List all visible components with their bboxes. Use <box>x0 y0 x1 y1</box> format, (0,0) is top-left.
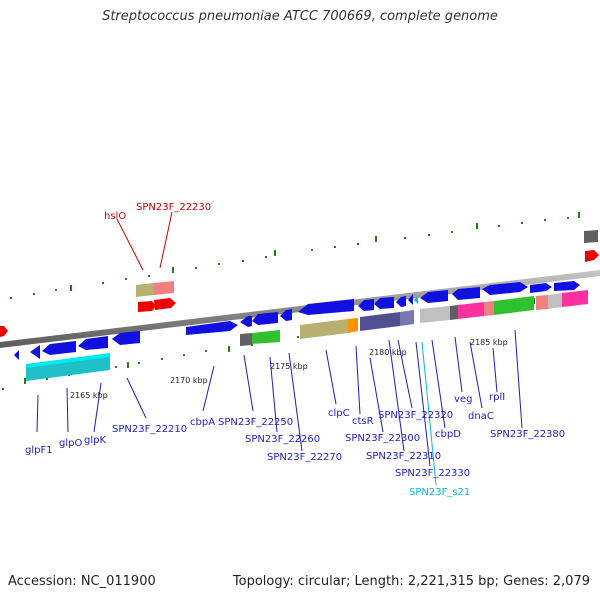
gene-label-glpF1[interactable]: glpF1 <box>25 445 53 456</box>
glpF1-arrow[interactable] <box>30 345 40 359</box>
red-gene-arrows <box>0 250 599 337</box>
gene-label-cbpD[interactable]: cbpD <box>435 429 461 440</box>
gene-label-spn23f-22380[interactable]: SPN23F_22380 <box>490 429 565 440</box>
spn23f-22300-arrow[interactable] <box>374 297 394 309</box>
cog-boxes-lower <box>26 290 588 381</box>
ctsR-arrow[interactable] <box>358 299 374 311</box>
gene-label-hslO[interactable]: hslO <box>104 211 126 222</box>
scale-label: 2165 kbp <box>70 391 108 400</box>
scale-label: 2175 kbp <box>270 362 308 371</box>
blue-gene-arrows-lower <box>14 281 580 360</box>
spn23f-22260-arrow[interactable] <box>252 312 278 325</box>
red-arrow-right-edge[interactable] <box>585 250 599 262</box>
scale-label: 2170 kbp <box>170 376 208 385</box>
gene-label-spn23f-22310[interactable]: SPN23F_22310 <box>366 451 441 462</box>
spn23f-22230-arrow[interactable] <box>154 298 176 310</box>
gene-label-spn23f-22210[interactable]: SPN23F_22210 <box>112 424 187 435</box>
map-title: Streptococcus pneumoniae ATCC 700669, co… <box>102 9 498 24</box>
gene-label-glpK[interactable]: glpK <box>84 435 106 446</box>
gene-label-spn23f-22250[interactable]: SPN23F_22250 <box>218 417 293 428</box>
gene-label-spn23f-22270[interactable]: SPN23F_22270 <box>267 452 342 463</box>
gene-label-spn23f-22330[interactable]: SPN23F_22330 <box>395 468 470 479</box>
gene-label-spn23f-22320[interactable]: SPN23F_22320 <box>378 410 453 421</box>
gene-label-ctsR[interactable]: ctsR <box>352 416 374 427</box>
gene-arrow[interactable] <box>14 350 19 360</box>
glpK-arrow[interactable] <box>78 336 108 350</box>
spn23f-22210-arrow[interactable] <box>112 331 140 345</box>
cbpA-arrow[interactable] <box>186 321 238 335</box>
gene-label-dnaC[interactable]: dnaC <box>468 411 494 422</box>
cbpD-arrow[interactable] <box>420 290 448 303</box>
spn23f-s21-arrow[interactable] <box>414 296 418 304</box>
scale-label: 2185 kbp <box>470 338 508 347</box>
veg-arrow[interactable] <box>452 287 480 300</box>
cog-boxes-upper <box>136 230 598 297</box>
gene-label-spn23f-s21[interactable]: SPN23F_s21 <box>409 487 470 498</box>
clpC-arrow[interactable] <box>298 299 354 315</box>
spn23f-22320-arrow[interactable] <box>408 294 413 305</box>
red-arrow-left-edge[interactable] <box>0 326 8 337</box>
spn23f-22380-arrow[interactable] <box>554 281 580 291</box>
genome-backbone <box>0 270 600 348</box>
scale-labels: 2165 kbp 2170 kbp 2175 kbp 2180 kbp 2185… <box>70 338 508 400</box>
spn23f-22270-arrow[interactable] <box>280 309 292 321</box>
scale-label: 2180 kbp <box>369 348 407 357</box>
dnaC-arrow[interactable] <box>482 282 528 295</box>
genome-summary: Topology: circular; Length: 2,221,315 bp… <box>232 574 590 589</box>
gene-label-spn23f-22300[interactable]: SPN23F_22300 <box>345 433 420 444</box>
gene-label-spn23f-22260[interactable]: SPN23F_22260 <box>245 434 320 445</box>
accession-label: Accession: NC_011900 <box>8 574 156 589</box>
rplI-arrow[interactable] <box>530 283 552 293</box>
gene-label-glpO[interactable]: glpO <box>59 438 82 449</box>
gene-label-veg[interactable]: veg <box>454 394 472 405</box>
label-leader-lines <box>36 211 523 486</box>
spn23f-22250-arrow[interactable] <box>240 316 252 327</box>
gene-label-rplI[interactable]: rplI <box>489 392 505 403</box>
glpO-arrow[interactable] <box>42 341 76 355</box>
spn23f-22310-arrow[interactable] <box>396 296 406 307</box>
gene-labels: hslO SPN23F_22230 glpF1 glpO glpK SPN23F… <box>25 202 565 498</box>
gene-label-clpC[interactable]: clpC <box>328 408 350 419</box>
hslO-arrow[interactable] <box>138 301 156 312</box>
outer-dot-ring <box>10 212 580 299</box>
gene-label-spn23f-22230[interactable]: SPN23F_22230 <box>136 202 211 213</box>
gene-label-cbpA[interactable]: cbpA <box>190 417 215 428</box>
